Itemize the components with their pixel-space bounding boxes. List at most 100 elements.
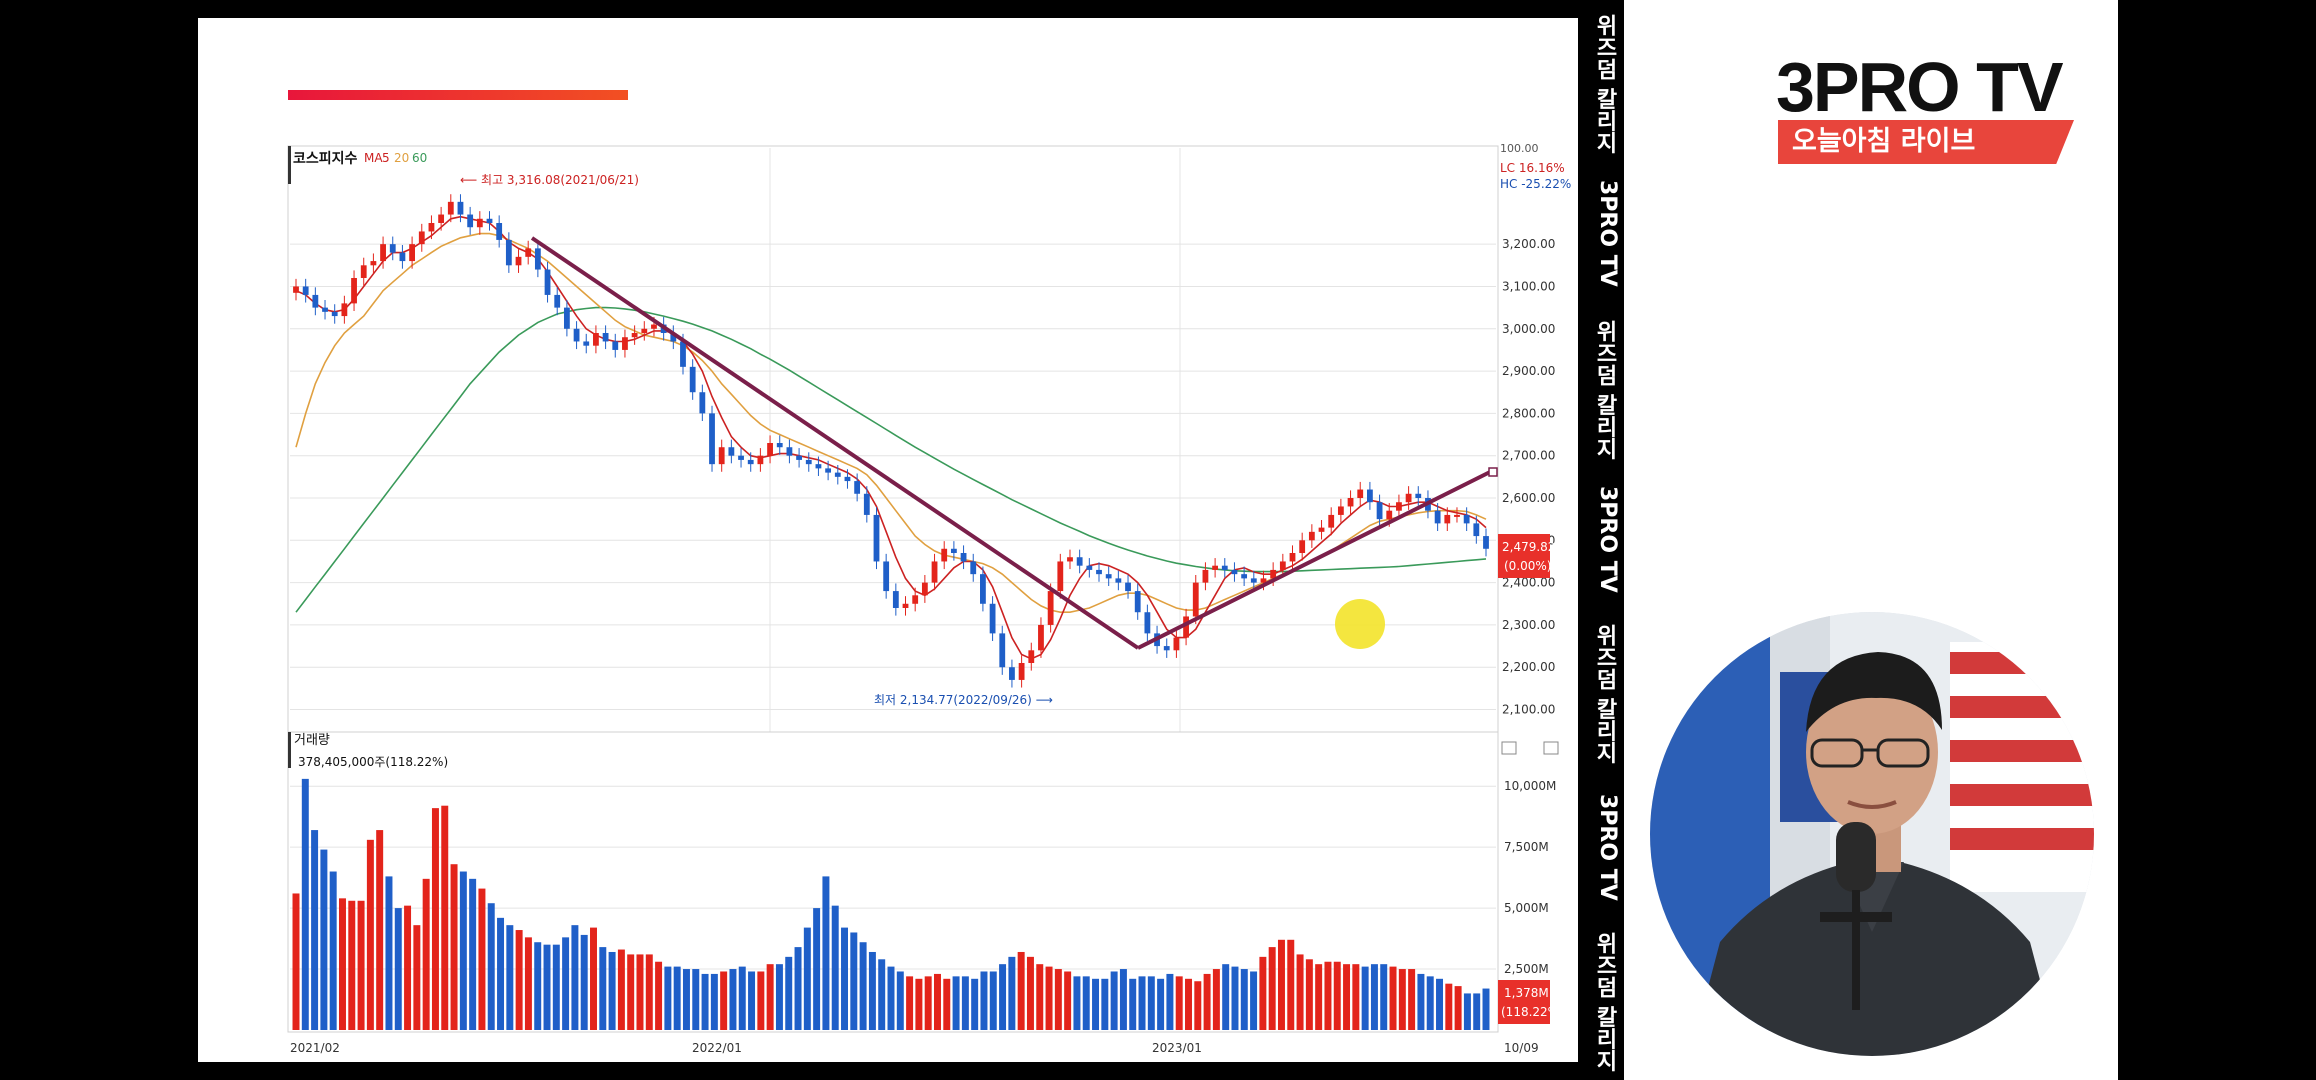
volume-bar xyxy=(655,961,663,1030)
volume-bar xyxy=(478,888,486,1030)
volume-bar xyxy=(1008,956,1016,1030)
volume-bar xyxy=(841,927,849,1030)
volume-bar xyxy=(562,937,570,1030)
candle xyxy=(525,240,532,265)
ma5-line xyxy=(295,215,1487,660)
3protv-logo: 3PRO TV xyxy=(1776,48,2064,126)
volume-tick-label: 7,500M xyxy=(1504,840,1549,854)
candle xyxy=(302,278,309,303)
side-ticker: 위즈덤 칼리지 3PRO TV 위즈덤 칼리지 3PRO TV 위즈덤 칼리지 … xyxy=(1580,0,1624,1080)
candle xyxy=(409,236,415,269)
candle xyxy=(921,575,928,603)
volume-bar xyxy=(915,978,923,1030)
volume-bar xyxy=(1036,964,1044,1030)
candle xyxy=(1328,507,1335,536)
kospi-chart: 3,200.00 3,100.00 3,000.00 2,900.00 2,800.00… xyxy=(287,142,1571,1055)
ticker-item: 위즈덤 칼리지 xyxy=(1592,624,1617,764)
candle xyxy=(331,304,338,324)
candle xyxy=(1367,481,1373,510)
volume-bar xyxy=(1064,971,1072,1030)
slide-accent-bar xyxy=(288,90,628,100)
volume-bar xyxy=(971,978,979,1030)
volume-bar xyxy=(1380,964,1388,1030)
candle xyxy=(1144,604,1151,641)
volume-bar xyxy=(1436,978,1444,1030)
volume-bar xyxy=(1445,983,1453,1030)
candle xyxy=(1047,583,1054,633)
volume-bar xyxy=(320,849,328,1030)
volume-bar xyxy=(1185,978,1192,1030)
host-camera xyxy=(1650,612,2094,1056)
candle xyxy=(1105,566,1112,586)
candle xyxy=(583,333,590,354)
price-tick-label: 2,300.00 xyxy=(1502,618,1555,632)
volume-bar xyxy=(608,951,616,1030)
candle xyxy=(786,439,793,464)
volume-bar xyxy=(1026,956,1034,1030)
candle xyxy=(1076,549,1083,574)
volume-bar xyxy=(385,876,393,1030)
price-tick-label: 2,800.00 xyxy=(1502,406,1555,420)
candle xyxy=(776,435,783,455)
candle xyxy=(757,448,764,472)
volume-bar xyxy=(1017,951,1025,1030)
volume-annotation: 378,405,000주(118.22%) xyxy=(298,755,448,769)
volume-bar xyxy=(617,949,625,1030)
volume-bar xyxy=(1370,964,1378,1030)
candle xyxy=(428,215,435,240)
candle xyxy=(767,435,773,464)
candle xyxy=(873,507,880,570)
candle xyxy=(322,300,328,320)
candle xyxy=(863,486,870,523)
volume-bar xyxy=(868,951,876,1030)
candle xyxy=(447,194,454,223)
candle xyxy=(1009,659,1015,688)
candle xyxy=(1444,507,1451,531)
volume-bar xyxy=(1296,954,1304,1030)
volume-bar xyxy=(571,925,579,1030)
volume-bar xyxy=(599,947,607,1030)
x-tick-label: 2023/01 xyxy=(1152,1041,1202,1055)
volume-bar xyxy=(748,971,756,1030)
ma-legend-60: 60 xyxy=(412,151,427,165)
candle xyxy=(293,278,299,301)
x-tick-label: 2021/02 xyxy=(290,1041,340,1055)
volume-bar xyxy=(757,971,765,1030)
price-tick-label: 3,200.00 xyxy=(1502,237,1555,251)
candle xyxy=(593,325,599,354)
candle xyxy=(825,460,832,481)
volume-bar xyxy=(952,976,960,1030)
candle xyxy=(380,236,386,269)
candle xyxy=(912,587,919,612)
volume-bar xyxy=(441,805,449,1030)
candle xyxy=(370,253,377,273)
lc-label: LC 16.16% xyxy=(1500,161,1565,175)
candle xyxy=(796,448,802,468)
candle xyxy=(902,596,909,616)
volume-bar xyxy=(1203,973,1211,1030)
volume-bar xyxy=(1082,976,1090,1030)
price-tick-label: 2,900.00 xyxy=(1502,364,1555,378)
volume-bar xyxy=(552,944,560,1030)
uptrend-line xyxy=(1137,468,1495,650)
candle xyxy=(1415,486,1422,506)
volume-tick-label: 5,000M xyxy=(1504,901,1549,915)
volume-tick-label: 10,000M xyxy=(1504,779,1556,793)
candle xyxy=(457,194,464,223)
volume-bar xyxy=(701,973,709,1030)
candle xyxy=(1250,570,1257,591)
candle xyxy=(738,448,744,468)
volume-bar xyxy=(673,966,681,1030)
ma-legend-20: 20 xyxy=(394,151,409,165)
candle xyxy=(515,249,522,273)
volume-bar xyxy=(338,898,346,1030)
volume-bar xyxy=(989,971,997,1030)
corner-top-label: 100.00 xyxy=(1500,142,1539,155)
x-tick-label: 2022/01 xyxy=(692,1041,742,1055)
volume-bar xyxy=(999,964,1007,1030)
volume-bar xyxy=(794,947,802,1030)
volume-bar xyxy=(1250,971,1258,1030)
volume-bar xyxy=(1175,976,1183,1030)
volume-bar xyxy=(1222,964,1230,1030)
candle xyxy=(1241,566,1248,586)
